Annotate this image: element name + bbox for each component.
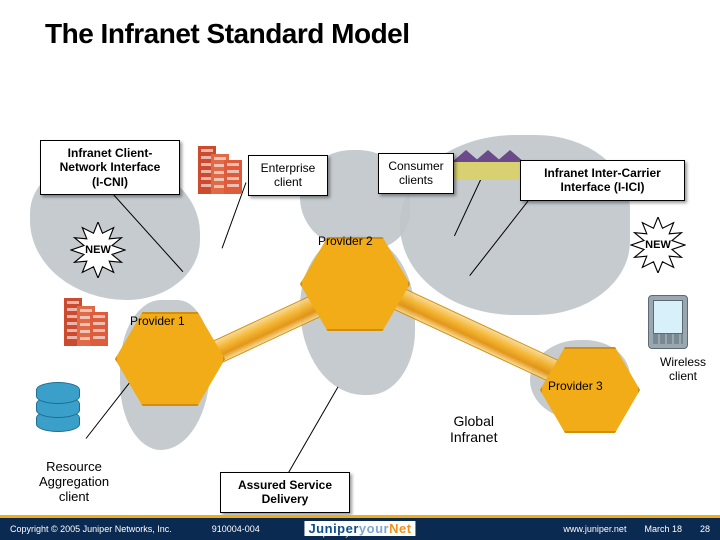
label-provider2: Provider 2	[318, 235, 373, 249]
database-stack-icon	[36, 382, 80, 442]
logo-part-a: Juniper	[308, 521, 358, 536]
footer-copyright: Copyright © 2005 Juniper Networks, Inc.	[10, 524, 172, 534]
provider-building-icon	[64, 294, 110, 346]
new-badge-text: NEW	[85, 244, 111, 256]
enterprise-building-icon	[198, 142, 244, 194]
new-starburst-icon: NEW	[70, 222, 126, 278]
slide-footer: JuniperyourNet Copyright © 2005 Juniper …	[0, 500, 720, 540]
footer-code: 910004-004	[212, 524, 260, 534]
footer-url: www.juniper.net	[563, 524, 626, 534]
label-provider1: Provider 1	[130, 315, 185, 329]
label-icni: Infranet Client-Network Interface(I-CNI)	[40, 140, 180, 195]
wireless-pda-icon	[648, 295, 688, 349]
juniper-logo: JuniperyourNet	[304, 521, 415, 536]
callout-line	[288, 387, 339, 474]
footer-page: 28	[700, 524, 710, 534]
label-iici: Infranet Inter-CarrierInterface (I-ICI)	[520, 160, 685, 201]
new-badge-text: NEW	[645, 239, 671, 251]
footer-date: March 18	[644, 524, 682, 534]
logo-part-b: Net	[389, 521, 411, 536]
label-global-infranet: GlobalInfranet	[450, 413, 497, 445]
label-wireless-client: Wirelessclient	[660, 356, 706, 384]
label-provider3: Provider 3	[548, 380, 603, 394]
label-consumer-clients: Consumerclients	[378, 153, 454, 194]
label-enterprise-client: Enterpriseclient	[248, 155, 328, 196]
new-starburst-icon: NEW	[630, 217, 686, 273]
label-resource-aggregation: ResourceAggregationclient	[24, 460, 124, 505]
diagram-canvas: Infranet Client-Network Interface(I-CNI)…	[0, 60, 720, 480]
page-title: The Infranet Standard Model	[45, 18, 410, 50]
